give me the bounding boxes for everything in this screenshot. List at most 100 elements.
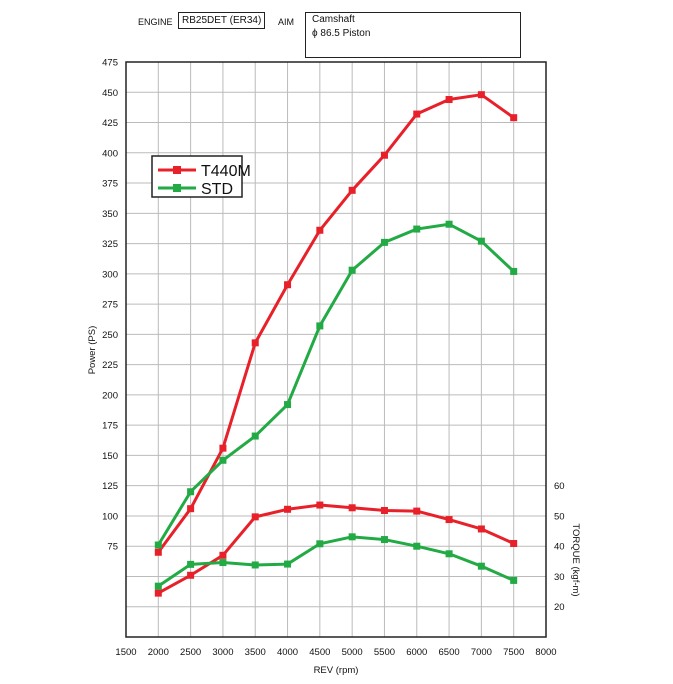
y-tick-label: 175 xyxy=(102,421,118,432)
y-tick-label: 250 xyxy=(102,330,118,341)
aim-line-1: Camshaft xyxy=(312,14,355,25)
y-tick-label: 450 xyxy=(102,88,118,99)
y-tick-label: 425 xyxy=(102,118,118,129)
t440m-power-point xyxy=(510,114,518,122)
t440m-torque-point xyxy=(316,501,324,509)
std-power-point xyxy=(477,237,485,245)
t440m-power-point xyxy=(477,91,485,99)
y2-tick-label: 20 xyxy=(554,602,565,613)
std-torque-point xyxy=(219,559,227,567)
std-power-point xyxy=(154,541,162,549)
std-torque-point xyxy=(154,582,162,590)
x-tick-label: 3500 xyxy=(245,647,266,658)
std-power-line xyxy=(157,222,515,546)
y2-tick-label: 30 xyxy=(554,572,565,583)
x-tick-label: 5500 xyxy=(374,647,395,658)
y2-tick-label: 50 xyxy=(554,511,565,522)
y-tick-label: 150 xyxy=(102,451,118,462)
y-tick-label: 225 xyxy=(102,360,118,371)
y-axis-label: Power (PS) xyxy=(87,326,98,375)
legend-label-std: STD xyxy=(201,181,233,198)
x-tick-label: 7000 xyxy=(471,647,492,658)
legend-box xyxy=(151,155,243,198)
legend-marker-t440m xyxy=(173,166,181,174)
aim-line-2: ϕ 86.5 Piston xyxy=(312,28,371,39)
legend-marker-std xyxy=(173,184,181,192)
x-tick-label: 6000 xyxy=(406,647,427,658)
y-tick-label: 475 xyxy=(102,58,118,69)
t440m-power-point xyxy=(219,444,227,452)
engine-label: ENGINE xyxy=(138,17,173,27)
std-power-point xyxy=(510,267,518,275)
t440m-power-point xyxy=(380,151,388,159)
std-power-point xyxy=(284,401,292,409)
t440m-power-point xyxy=(251,339,259,347)
std-torque-point xyxy=(316,540,324,548)
x-tick-label: 3000 xyxy=(212,647,233,658)
std-torque-point xyxy=(510,576,518,584)
y2-axis-label: TORQUE (kgf-m) xyxy=(570,523,581,596)
t440m-power-point xyxy=(445,96,453,104)
y2-tick-label: 40 xyxy=(554,542,565,553)
t440m-power-point xyxy=(348,186,356,194)
aim-label: AIM xyxy=(278,17,295,27)
aim-box: Camshaft ϕ 86.5 Piston xyxy=(305,12,521,58)
y-tick-label: 375 xyxy=(102,179,118,190)
x-tick-label: 6500 xyxy=(439,647,460,658)
t440m-torque-point xyxy=(445,516,453,524)
y-tick-label: 125 xyxy=(102,481,118,492)
y-tick-label: 300 xyxy=(102,269,118,280)
t440m-power-point xyxy=(154,548,162,556)
x-axis-label: REV (rpm) xyxy=(314,665,359,676)
std-power-point xyxy=(380,238,388,246)
std-torque-point xyxy=(413,542,421,550)
std-torque-point xyxy=(348,533,356,541)
engine-value: RB25DET (ER34) xyxy=(178,12,266,29)
std-power-point xyxy=(445,220,453,228)
y-tick-label: 275 xyxy=(102,300,118,311)
t440m-power-point xyxy=(284,281,292,289)
plot-frame xyxy=(125,61,547,638)
y2-tick-label: 60 xyxy=(554,481,565,492)
t440m-torque-point xyxy=(154,589,162,597)
x-tick-label: 7500 xyxy=(503,647,524,658)
std-torque-point xyxy=(445,550,453,558)
t440m-torque-point xyxy=(187,571,195,579)
x-tick-label: 5000 xyxy=(342,647,363,658)
x-tick-label: 4500 xyxy=(309,647,330,658)
std-power-point xyxy=(348,266,356,274)
std-power-point xyxy=(219,456,227,464)
std-power-point xyxy=(413,225,421,233)
x-tick-label: 2000 xyxy=(148,647,169,658)
t440m-torque-point xyxy=(380,507,388,514)
std-torque-point xyxy=(187,560,195,568)
y-tick-label: 75 xyxy=(107,542,118,553)
std-power-point xyxy=(251,432,259,440)
std-torque-point xyxy=(284,560,292,568)
t440m-torque-point xyxy=(251,513,259,521)
x-tick-label: 4000 xyxy=(277,647,298,658)
y-tick-label: 400 xyxy=(102,148,118,159)
t440m-power-line xyxy=(157,93,515,554)
x-tick-label: 2500 xyxy=(180,647,201,658)
t440m-torque-point xyxy=(413,507,421,515)
y-tick-label: 325 xyxy=(102,239,118,250)
x-tick-label: 8000 xyxy=(535,647,556,658)
x-tick-label: 1500 xyxy=(115,647,136,658)
t440m-torque-line xyxy=(157,503,515,595)
legend-label-t440m: T440M xyxy=(201,163,251,180)
t440m-torque-point xyxy=(348,504,356,512)
t440m-torque-point xyxy=(219,551,227,559)
t440m-torque-point xyxy=(477,525,485,533)
std-torque-point xyxy=(380,536,388,544)
y-tick-label: 350 xyxy=(102,209,118,220)
std-torque-point xyxy=(251,561,259,569)
t440m-torque-point xyxy=(510,539,518,547)
t440m-torque-point xyxy=(284,505,292,513)
std-torque-point xyxy=(477,562,485,570)
t440m-power-point xyxy=(316,226,324,234)
t440m-power-point xyxy=(187,505,195,513)
std-power-point xyxy=(316,322,324,330)
